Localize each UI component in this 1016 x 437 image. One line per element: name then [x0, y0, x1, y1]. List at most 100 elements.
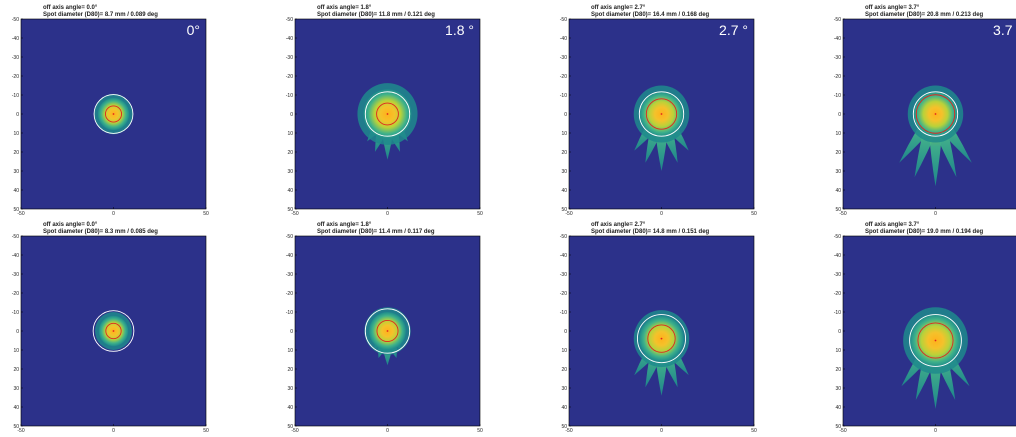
y-tick-label: 0 — [16, 329, 19, 335]
panel-subtitle: Spot diameter (D80)= 20.8 mm / 0.213 deg — [865, 12, 984, 18]
reference-circle — [364, 91, 411, 137]
corner-angle-label: 3.7 ° — [993, 22, 1016, 38]
panel-subtitle: Spot diameter (D80)= 8.7 mm / 0.089 deg — [43, 12, 158, 18]
x-tick-label: -50 — [839, 211, 846, 217]
panel-subtitle: Spot diameter (D80)= 8.3 mm / 0.085 deg — [43, 229, 158, 235]
y-tick-label: 50 — [835, 207, 841, 213]
y-tick-label: 50 — [835, 424, 841, 430]
y-tick-label: 10 — [287, 131, 293, 137]
corner-angle-label: 2.7 ° — [719, 22, 748, 38]
y-tick-label: 30 — [287, 169, 293, 175]
panel-r2-c2: off axis angle= 1.8°Spot diameter (D80)=… — [286, 222, 483, 434]
d80-circle — [915, 94, 956, 134]
panel-title: off axis angle= 1.8° — [317, 222, 372, 228]
y-tick-label: 30 — [13, 169, 19, 175]
x-tick-label: 0 — [386, 211, 389, 217]
centroid-marker — [934, 339, 937, 342]
y-tick-label: -30 — [560, 272, 567, 278]
y-tick-label: -20 — [560, 291, 567, 297]
y-tick-label: 0 — [290, 329, 293, 335]
y-tick-label: -40 — [12, 253, 19, 259]
y-tick-label: 10 — [287, 348, 293, 354]
y-tick-label: 0 — [838, 112, 841, 118]
y-tick-label: 40 — [561, 405, 567, 411]
y-tick-label: -10 — [560, 93, 567, 99]
panel-title: off axis angle= 2.7° — [591, 5, 646, 11]
x-tick-label: 50 — [751, 428, 757, 434]
reference-circle — [93, 94, 134, 134]
y-tick-label: -50 — [286, 17, 293, 23]
x-tick-label: -50 — [565, 211, 572, 217]
centroid-marker — [660, 113, 663, 115]
d80-circle — [917, 322, 954, 359]
y-tick-label: -40 — [560, 253, 567, 259]
reference-circle — [912, 91, 959, 137]
y-tick-label: -20 — [834, 291, 841, 297]
reference-circle — [909, 314, 962, 367]
panel-subtitle: Spot diameter (D80)= 11.4 mm / 0.117 deg — [317, 229, 435, 235]
x-tick-label: 0 — [386, 428, 389, 434]
y-tick-label: -10 — [12, 310, 19, 316]
panel-subtitle: Spot diameter (D80)= 19.0 mm / 0.194 deg — [865, 229, 984, 235]
d80-circle — [647, 324, 676, 353]
x-tick-label: 0 — [660, 428, 663, 434]
y-tick-label: 40 — [13, 405, 19, 411]
y-tick-label: -20 — [12, 291, 19, 297]
centroid-marker — [112, 113, 115, 115]
y-tick-label: -50 — [286, 234, 293, 240]
corner-angle-label: 1.8 ° — [445, 22, 474, 38]
y-tick-label: 0 — [838, 329, 841, 335]
y-tick-label: -10 — [286, 310, 293, 316]
y-tick-label: -30 — [12, 272, 19, 278]
y-tick-label: 30 — [561, 169, 567, 175]
y-tick-label: 40 — [287, 405, 293, 411]
y-tick-label: 20 — [561, 150, 567, 156]
y-tick-label: 30 — [13, 386, 19, 392]
panel-subtitle: Spot diameter (D80)= 11.8 mm / 0.121 deg — [317, 12, 435, 18]
x-tick-label: -50 — [565, 428, 572, 434]
d80-circle — [645, 98, 678, 130]
y-tick-label: 0 — [290, 112, 293, 118]
x-tick-label: 50 — [203, 211, 209, 217]
x-tick-label: 0 — [934, 211, 937, 217]
panel-r2-c3: off axis angle= 2.7°Spot diameter (D80)=… — [560, 222, 757, 434]
y-tick-label: 50 — [561, 424, 567, 430]
y-tick-label: 30 — [835, 169, 841, 175]
y-tick-label: -40 — [12, 36, 19, 42]
y-tick-label: 40 — [835, 188, 841, 194]
x-tick-label: -50 — [291, 428, 298, 434]
panel-title: off axis angle= 1.8° — [317, 5, 372, 11]
x-tick-label: -50 — [17, 428, 24, 434]
y-tick-label: -30 — [286, 272, 293, 278]
y-tick-label: -10 — [560, 310, 567, 316]
y-tick-label: -20 — [286, 74, 293, 80]
y-tick-label: 50 — [287, 207, 293, 213]
y-tick-label: 20 — [835, 367, 841, 373]
centroid-marker — [112, 330, 115, 332]
x-tick-label: -50 — [17, 211, 24, 217]
y-tick-label: -40 — [286, 36, 293, 42]
y-tick-label: 40 — [561, 188, 567, 194]
centroid-marker — [386, 330, 389, 332]
panel-title: off axis angle= 0.0° — [43, 222, 98, 228]
y-tick-label: -30 — [286, 55, 293, 61]
y-tick-label: 0 — [564, 112, 567, 118]
y-tick-label: -20 — [834, 74, 841, 80]
reference-circle — [638, 91, 685, 137]
panel-subtitle: Spot diameter (D80)= 14.8 mm / 0.151 deg — [591, 229, 710, 235]
y-tick-label: 10 — [835, 131, 841, 137]
y-tick-label: -50 — [560, 234, 567, 240]
panel-subtitle: Spot diameter (D80)= 16.4 mm / 0.168 deg — [591, 12, 710, 18]
y-tick-label: -30 — [834, 272, 841, 278]
x-tick-label: 50 — [477, 211, 483, 217]
y-tick-label: -30 — [834, 55, 841, 61]
panel-title: off axis angle= 0.0° — [43, 5, 98, 11]
panel-r1-c3: off axis angle= 2.7°Spot diameter (D80)=… — [560, 5, 757, 217]
centroid-marker — [660, 337, 663, 340]
y-tick-label: -40 — [286, 253, 293, 259]
y-tick-label: 40 — [13, 188, 19, 194]
y-tick-label: -50 — [834, 234, 841, 240]
y-tick-label: -10 — [286, 93, 293, 99]
x-tick-label: 50 — [203, 428, 209, 434]
x-tick-label: 0 — [934, 428, 937, 434]
